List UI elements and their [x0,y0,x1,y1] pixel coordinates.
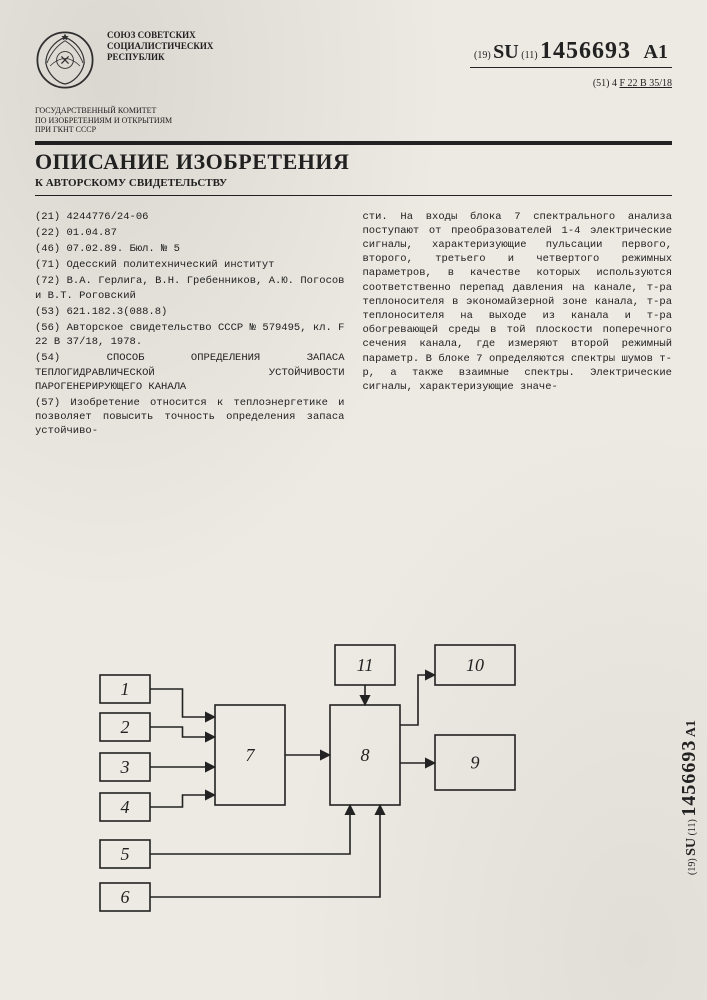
code-19: (19) [687,858,698,875]
ipc-label: (51) 4 [593,78,617,89]
header: СОЮЗ СОВЕТСКИХ СОЦИАЛИСТИЧЕСКИХ РЕСПУБЛИ… [35,30,672,90]
kind-code: A1 [644,41,668,63]
field-54: (54) СПОСОБ ОПРЕДЕЛЕНИЯ ЗАПАСА ТЕПЛОГИДР… [35,351,345,394]
committee-line: ПРИ ГКНТ СССР [35,125,215,135]
field-21: (21) 4244776/24-06 [35,210,345,224]
field-71: (71) Одесский политехнический институт [35,258,345,272]
field-46: (46) 07.02.89. Бюл. № 5 [35,242,345,256]
kind-code: A1 [684,720,699,737]
doc-codes: (19) SU (11) 1456693 A1 (51) 4 F 22 B 35… [470,38,672,89]
issuer: СОЮЗ СОВЕТСКИХ СОЦИАЛИСТИЧЕСКИХ РЕСПУБЛИ… [107,30,213,62]
field-53: (53) 621.182.3(088.8) [35,305,345,319]
issuer-line: СОЦИАЛИСТИЧЕСКИХ [107,41,213,52]
svg-text:7: 7 [246,745,256,765]
side-doc-code: (19) SU (11) 1456693 A1 [678,720,701,875]
title-sub: К АВТОРСКОМУ СВИДЕТЕЛЬСТВУ [35,177,672,196]
svg-text:4: 4 [121,797,130,817]
ussr-emblem-icon [35,30,95,90]
code-11: (11) [521,50,537,61]
title-block: ОПИСАНИЕ ИЗОБРЕТЕНИЯ К АВТОРСКОМУ СВИДЕТ… [35,141,672,196]
page: СОЮЗ СОВЕТСКИХ СОЦИАЛИСТИЧЕСКИХ РЕСПУБЛИ… [0,0,707,1000]
svg-text:11: 11 [357,655,374,675]
left-column: (21) 4244776/24-06 (22) 01.04.87 (46) 07… [35,210,345,441]
doc-number: 1456693 [540,38,631,64]
svg-text:5: 5 [121,844,130,864]
body-columns: (21) 4244776/24-06 (22) 01.04.87 (46) 07… [35,210,672,441]
abstract-continued: сти. На входы блока 7 спектрального анал… [363,210,673,394]
svg-text:6: 6 [121,887,130,907]
ipc: (51) 4 F 22 B 35/18 [470,78,672,89]
svg-text:2: 2 [121,717,130,737]
svg-text:3: 3 [120,757,130,777]
field-56: (56) Авторское свидетельство СССР № 5794… [35,321,345,349]
doc-number: 1456693 [678,740,700,817]
field-22: (22) 01.04.87 [35,226,345,240]
right-column: сти. На входы блока 7 спектрального анал… [363,210,673,441]
svg-text:8: 8 [361,745,370,765]
svg-text:9: 9 [471,753,480,773]
svg-text:10: 10 [466,655,484,675]
issuer-line: СОЮЗ СОВЕТСКИХ [107,30,213,41]
code-su: SU [493,41,519,63]
header-text: СОЮЗ СОВЕТСКИХ СОЦИАЛИСТИЧЕСКИХ РЕСПУБЛИ… [107,30,672,89]
block-diagram: 1 2 3 4 5 6 7 8 11 10 9 [90,620,540,950]
code-11: (11) [687,819,698,835]
code-su: SU [684,838,699,856]
committee: ГОСУДАРСТВЕННЫЙ КОМИТЕТ ПО ИЗОБРЕТЕНИЯМ … [35,106,215,135]
ipc-code: F 22 B 35/18 [619,78,672,89]
committee-line: ПО ИЗОБРЕТЕНИЯМ И ОТКРЫТИЯМ [35,116,215,126]
code-19: (19) [474,50,491,61]
field-72: (72) В.А. Герлига, В.Н. Гребенников, А.Ю… [35,274,345,302]
svg-text:1: 1 [121,679,130,699]
issuer-line: РЕСПУБЛИК [107,52,213,63]
field-57: (57) Изобретение относится к теплоэнерге… [35,396,345,439]
title-main: ОПИСАНИЕ ИЗОБРЕТЕНИЯ [35,149,672,175]
committee-line: ГОСУДАРСТВЕННЫЙ КОМИТЕТ [35,106,215,116]
